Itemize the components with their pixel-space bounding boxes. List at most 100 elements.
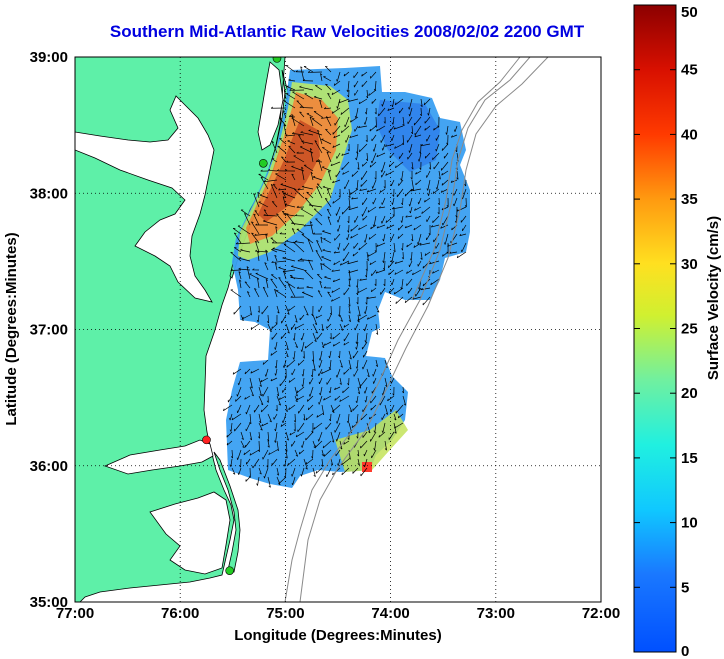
velocity-vector [294, 332, 296, 341]
velocity-vector [230, 251, 242, 262]
velocity-vector [261, 305, 269, 315]
velocity-vector [321, 166, 332, 172]
velocity-vector [339, 314, 343, 322]
velocity-vector-head [349, 357, 352, 360]
velocity-vector [408, 98, 413, 110]
velocity-vector [449, 251, 458, 254]
velocity-vector [305, 431, 314, 441]
velocity-vector [398, 179, 404, 186]
velocity-vector-head [337, 229, 339, 232]
velocity-vector [292, 133, 305, 136]
velocity-vector-head [266, 465, 269, 468]
velocity-vector [444, 233, 449, 245]
velocity-vector-head [385, 220, 387, 223]
velocity-vector [421, 287, 431, 291]
velocity-vector [405, 215, 413, 218]
velocity-vector [352, 404, 359, 411]
velocity-vector [300, 259, 314, 262]
velocity-vector [275, 290, 287, 298]
velocity-vector-head [349, 192, 352, 195]
velocity-vector [336, 206, 341, 216]
velocity-vector-head [426, 188, 429, 191]
velocity-vector [250, 368, 260, 374]
velocity-vector-head [363, 240, 366, 243]
velocity-vector-head [340, 112, 342, 115]
velocity-vector [338, 98, 350, 104]
velocity-vector [320, 73, 323, 82]
velocity-vector-head [305, 197, 308, 199]
velocity-vector-head [320, 236, 323, 239]
y-tick-label: 35:00 [30, 594, 68, 611]
velocity-vector-head [234, 232, 237, 235]
velocity-vector-head [295, 454, 298, 457]
velocity-vector-head [435, 148, 437, 152]
velocity-vector [276, 386, 280, 396]
station-marker [259, 158, 268, 168]
velocity-vector [393, 242, 396, 253]
velocity-vector-head [347, 261, 350, 265]
velocity-vector [413, 224, 422, 231]
velocity-vector [433, 233, 440, 243]
velocity-vector [348, 305, 351, 314]
velocity-vector-head [346, 237, 348, 241]
velocity-vector [453, 197, 458, 207]
velocity-vector [398, 413, 404, 419]
velocity-vector-head [278, 483, 281, 486]
velocity-vector [359, 278, 368, 281]
velocity-vector-head [291, 173, 294, 176]
velocity-vector-head [379, 190, 382, 193]
velocity-vector-head [264, 374, 267, 377]
velocity-vector-head [454, 129, 456, 132]
velocity-vector [275, 422, 278, 432]
velocity-vector [390, 377, 395, 384]
velocity-vector-head [295, 70, 298, 73]
velocity-vector [312, 176, 323, 181]
velocity-vector-head [257, 277, 260, 280]
velocity-vector [282, 386, 287, 393]
velocity-vector [376, 125, 386, 132]
velocity-vector-head [249, 438, 252, 441]
velocity-vector-head [314, 323, 318, 325]
velocity-vector [322, 249, 332, 253]
velocity-vector-head [346, 420, 349, 424]
velocity-vector-head [291, 265, 294, 267]
velocity-vector-head [321, 412, 324, 416]
velocity-vector-head [357, 167, 360, 170]
velocity-vector [372, 197, 377, 205]
velocity-vector-head [305, 417, 308, 421]
velocity-vector-head [438, 177, 441, 180]
velocity-vector [303, 413, 306, 421]
velocity-vector [376, 152, 386, 158]
velocity-vector [289, 275, 296, 280]
velocity-vector [244, 213, 251, 226]
velocity-vector [404, 188, 413, 197]
velocity-vector [275, 173, 287, 181]
velocity-vector-head [286, 160, 289, 163]
velocity-vector-head [274, 254, 277, 257]
velocity-vector-head [332, 344, 335, 347]
velocity-vector [291, 440, 296, 447]
velocity-vector [333, 260, 341, 266]
velocity-vector [286, 281, 296, 289]
x-tick-label: 77:00 [56, 605, 94, 622]
velocity-vector [325, 66, 332, 73]
velocity-vector [352, 467, 359, 474]
velocity-vector [364, 449, 368, 457]
velocity-vector-head [332, 180, 334, 183]
velocity-vector [287, 458, 296, 466]
velocity-vector [249, 431, 253, 441]
velocity-vector [275, 341, 278, 350]
velocity-vector [397, 233, 404, 239]
velocity-vector [404, 224, 413, 229]
velocity-vector-head [286, 355, 289, 358]
velocity-vector-head [288, 308, 290, 312]
velocity-vector [230, 422, 233, 432]
velocity-vector [391, 134, 395, 141]
velocity-vector-head [374, 112, 377, 115]
velocity-vector-head [417, 242, 419, 245]
velocity-vector-head [276, 448, 279, 452]
velocity-vector [303, 66, 314, 73]
velocity-vector-head [334, 387, 336, 390]
velocity-vector-head [441, 207, 444, 211]
velocity-vector-head [391, 282, 393, 286]
